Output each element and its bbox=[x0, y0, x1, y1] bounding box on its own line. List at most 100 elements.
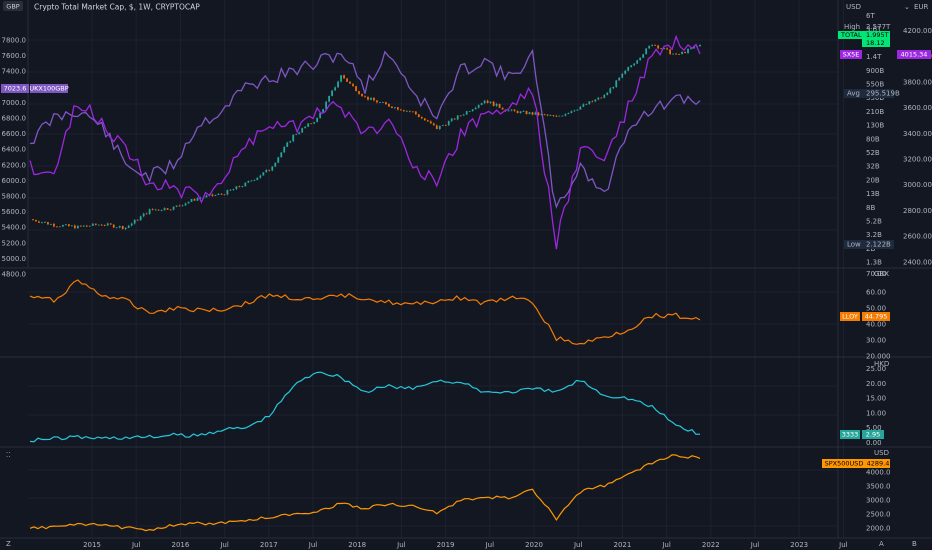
chart-title[interactable]: Crypto Total Market Cap, $, 1W, CRYPTOCA… bbox=[34, 3, 200, 12]
candle-body bbox=[501, 107, 504, 110]
candle-body bbox=[492, 101, 495, 106]
candle-body bbox=[435, 125, 438, 130]
right-tick-label: 8B bbox=[866, 204, 875, 212]
candle-body bbox=[552, 115, 555, 117]
candle-body bbox=[414, 111, 417, 115]
candle-body bbox=[346, 78, 348, 82]
pane4-tick-label: 2000.0 bbox=[866, 525, 891, 533]
candle-body bbox=[262, 172, 265, 176]
candle-body bbox=[648, 45, 651, 49]
right-tick-label: 32B bbox=[866, 163, 880, 171]
pane-menu-icon[interactable]: ⁚ bbox=[6, 270, 8, 278]
candle-body bbox=[597, 97, 600, 100]
series-spx500usd-line[interactable] bbox=[29, 454, 701, 532]
candle-body bbox=[112, 224, 115, 228]
pane2-tick-label: 20.000 bbox=[866, 353, 891, 361]
time-tick-label: 2020 bbox=[525, 541, 543, 549]
candle-body bbox=[459, 115, 462, 117]
time-tick-label: 2019 bbox=[437, 541, 455, 549]
candle-body bbox=[343, 75, 345, 79]
candle-body bbox=[588, 101, 591, 105]
svg-text:SX5E: SX5E bbox=[843, 51, 860, 59]
candle-body bbox=[669, 49, 671, 55]
candle-body bbox=[537, 112, 540, 116]
candle-body bbox=[56, 226, 58, 228]
auto-scale-toggle[interactable]: A bbox=[879, 540, 884, 548]
candle-body bbox=[148, 209, 151, 215]
pane4-price-axis[interactable]: 4000.0 3500.0 3000.0 2500.0 2000.0 bbox=[866, 469, 891, 533]
time-tick-label: Jul bbox=[396, 541, 406, 549]
candle-body bbox=[298, 132, 301, 135]
time-tick-label: Jul bbox=[131, 541, 141, 549]
candle-body bbox=[456, 115, 459, 120]
candle-body bbox=[277, 157, 280, 163]
candle-body bbox=[256, 177, 259, 181]
candle-body bbox=[391, 106, 393, 109]
left-currency-label: GBP bbox=[6, 3, 19, 11]
right-tick-label: 550B bbox=[866, 81, 884, 89]
candle-body bbox=[507, 110, 510, 112]
candle-body bbox=[118, 226, 121, 228]
candle-body bbox=[187, 201, 190, 204]
candle-body bbox=[364, 96, 366, 98]
candle-body bbox=[561, 115, 564, 117]
svg-text:4015.34: 4015.34 bbox=[901, 51, 928, 59]
candle-body bbox=[519, 111, 522, 114]
right-price-axis-log[interactable]: 6T3.6T2.2T1.4T900B550B350B210B130B80B52B… bbox=[866, 12, 884, 267]
candle-body bbox=[313, 122, 316, 124]
candle-body bbox=[675, 53, 677, 55]
candle-body bbox=[280, 152, 283, 158]
svg-text:3333: 3333 bbox=[842, 431, 859, 439]
candle-body bbox=[382, 102, 384, 103]
gbp-badge[interactable] bbox=[3, 1, 23, 11]
time-axis[interactable]: 2015 Jul 2016 Jul 2017 Jul 2018 Jul 2019 Jul 2020 J… bbox=[83, 541, 848, 549]
candle-body bbox=[663, 48, 666, 50]
candle-body bbox=[367, 96, 369, 100]
candle-body bbox=[645, 48, 648, 55]
time-tick-label: 2015 bbox=[83, 541, 101, 549]
eur-tick-label: 3600.00 bbox=[903, 104, 932, 112]
pane2-price-axis[interactable]: 70.00 60.00 50.00 40.00 30.00 20.000 bbox=[866, 270, 891, 361]
chart-header: GBP Crypto Total Market Cap, $, 1W, CRYP… bbox=[3, 1, 929, 12]
left-tick-label: 5600.0 bbox=[2, 208, 27, 216]
candle-body bbox=[373, 97, 375, 101]
candle-body bbox=[283, 146, 286, 153]
candle-body bbox=[295, 134, 298, 135]
series-lloy-line[interactable] bbox=[29, 279, 701, 345]
right-tick-label: 210B bbox=[866, 108, 884, 116]
candle-body bbox=[600, 97, 603, 99]
svg-text:2.577T: 2.577T bbox=[866, 23, 891, 31]
candle-body bbox=[594, 99, 597, 102]
candle-body bbox=[319, 112, 322, 118]
candle-body bbox=[199, 197, 202, 199]
candle-body bbox=[468, 111, 471, 112]
candle-body bbox=[397, 107, 399, 110]
candle-body bbox=[97, 224, 100, 226]
log-scale-toggle[interactable]: B bbox=[912, 540, 917, 548]
candle-body bbox=[417, 114, 420, 118]
candle-body bbox=[678, 53, 680, 55]
pane3-price-axis[interactable]: 25.00 20.00 15.00 10.00 5.00 0.00 bbox=[866, 365, 886, 447]
svg-text:7023.6: 7023.6 bbox=[4, 85, 27, 93]
candle-body bbox=[271, 166, 274, 171]
pane2-tick-label: 70.00 bbox=[866, 270, 886, 278]
series-sx5e-line[interactable] bbox=[29, 34, 701, 250]
lloy-tag: LLOY 44.795 bbox=[840, 312, 890, 321]
candle-body bbox=[684, 51, 686, 54]
series-3333-line[interactable] bbox=[29, 371, 701, 443]
candle-body bbox=[441, 125, 444, 126]
pane2-tick-label: 60.00 bbox=[866, 289, 886, 297]
candle-body bbox=[82, 225, 85, 227]
pane-collapse-icon[interactable]: ⁚⁚ bbox=[6, 451, 10, 459]
candle-body bbox=[630, 65, 633, 68]
candle-body bbox=[555, 115, 558, 117]
corner-left-label[interactable]: Z bbox=[6, 540, 11, 548]
hk3333-tag: 3333 2.95 bbox=[840, 430, 884, 439]
left-tick-label: 5400.0 bbox=[2, 224, 27, 232]
candle-body bbox=[229, 189, 232, 191]
chevron-down-icon[interactable]: ⌄ bbox=[904, 3, 910, 11]
candle-body bbox=[331, 90, 333, 96]
